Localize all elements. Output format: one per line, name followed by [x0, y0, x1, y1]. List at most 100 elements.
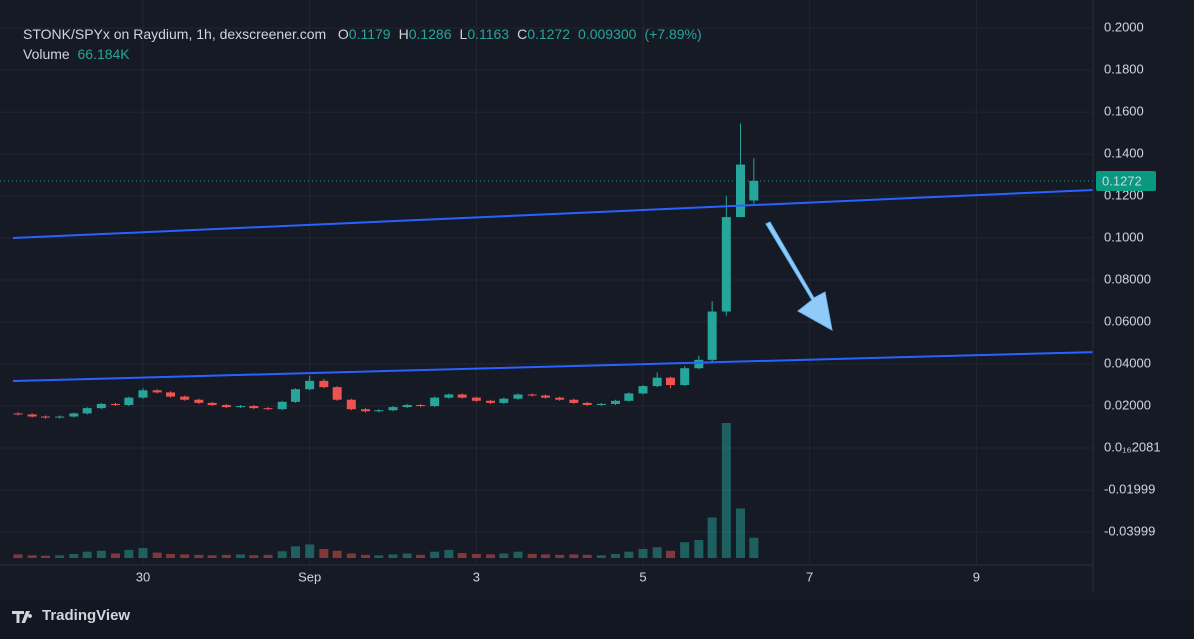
volume-bar: [332, 550, 342, 558]
volume-bar: [13, 554, 23, 558]
volume-row: Volume 66.184K: [23, 44, 710, 64]
volume-bar: [82, 551, 92, 558]
volume-bar: [346, 553, 356, 558]
volume-bar: [638, 549, 648, 558]
x-tick-label: 7: [806, 569, 813, 584]
candle-body: [736, 164, 745, 218]
volume-bar: [666, 550, 675, 558]
footer-bar: [0, 600, 1194, 639]
candle-body: [499, 398, 509, 403]
volume-bar: [361, 554, 370, 558]
volume-bar: [180, 554, 190, 558]
candle-body: [249, 406, 259, 409]
y-tick-label: 0.2000: [1104, 20, 1144, 35]
y-tick-label: 0.1600: [1104, 104, 1144, 119]
volume-bar: [263, 554, 273, 558]
ohlc-value: 0.1286: [408, 26, 452, 42]
candle-body: [749, 180, 759, 201]
volume-bar: [416, 554, 425, 558]
candle-body: [180, 396, 190, 400]
ohlc-key: O: [337, 26, 349, 42]
candle-body: [207, 402, 217, 405]
volume-bar: [166, 553, 175, 558]
volume-bar: [694, 540, 704, 558]
candle-body: [694, 359, 704, 369]
background: [0, 0, 1194, 600]
y-tick-label: 0.1200: [1104, 187, 1144, 202]
volume-bar: [680, 542, 690, 558]
candle-body: [332, 387, 342, 400]
volume-bar: [152, 552, 162, 558]
y-tick-label: 0.02000: [1104, 397, 1151, 412]
candle-body: [541, 395, 550, 398]
candle-body: [638, 386, 648, 394]
candle-body: [236, 406, 245, 408]
x-tick-label: Sep: [298, 569, 321, 584]
ohlc-key: C: [517, 26, 528, 42]
brand: TradingView: [42, 607, 131, 624]
volume-bar: [277, 551, 287, 558]
candle-body: [374, 410, 384, 412]
candle-body: [361, 409, 370, 412]
ohlc-key: L: [459, 26, 468, 42]
last-price-box: [1096, 170, 1156, 191]
candle-body: [291, 389, 300, 402]
x-tick-label: 5: [639, 569, 646, 584]
candle-body: [152, 390, 162, 393]
trend-line: [12, 188, 1094, 240]
candle-body: [721, 217, 731, 312]
ohlc-value: 0.1163: [467, 26, 510, 42]
volume-bar: [749, 537, 759, 558]
candle-body: [652, 377, 662, 387]
volume-bar: [221, 554, 231, 558]
candle-body: [582, 402, 592, 405]
candle-body: [457, 394, 467, 398]
volume-bar: [430, 551, 440, 558]
candle-body: [555, 397, 565, 400]
candle-body: [444, 394, 454, 398]
candle-body: [486, 400, 495, 403]
volume-key: Volume: [23, 46, 70, 62]
volume-bar: [707, 517, 717, 558]
ohlc-key: H: [398, 26, 409, 42]
candle-body: [319, 380, 329, 388]
candle-body: [27, 414, 37, 417]
volume-bar: [569, 554, 579, 558]
candle-body: [527, 394, 537, 396]
y-tick-label: 0.04000: [1104, 355, 1151, 370]
y-tick-label: 0.08000: [1104, 271, 1151, 286]
volume-bar: [55, 555, 65, 558]
legend: STONK/SPYx on Raydium, 1h, dexscreener.c…: [23, 24, 710, 64]
x-tick-label: 9: [973, 569, 980, 584]
volume-bar: [374, 555, 384, 558]
candle-body: [96, 403, 106, 409]
volume-bar: [721, 423, 731, 558]
trend-line: [12, 351, 1094, 383]
arrow-annotation: [765, 221, 833, 331]
candle-body: [346, 399, 356, 410]
y-tick-label: 0.06000: [1104, 313, 1151, 328]
volume-bar: [111, 553, 120, 558]
candle-body: [82, 408, 92, 414]
volume-bar: [291, 546, 300, 558]
volume-bar: [402, 553, 412, 558]
candle-body: [111, 403, 120, 405]
volume-bar: [596, 555, 606, 558]
volume-bar: [69, 553, 79, 558]
volume-bar: [249, 555, 259, 558]
candle-body: [624, 393, 634, 401]
volume-bar: [624, 551, 634, 558]
candle-body: [569, 399, 579, 403]
y-tick-label: -0.01999: [1104, 481, 1155, 496]
volume-bar: [207, 555, 217, 558]
candle-body: [55, 416, 65, 418]
y-tick-label: -0.03999: [1104, 523, 1155, 538]
volume-bar: [305, 544, 315, 558]
candle-body: [305, 380, 315, 390]
candle-body: [194, 399, 204, 403]
x-tick-label: 3: [473, 569, 480, 584]
candle-body: [666, 377, 675, 386]
candle-body: [124, 397, 134, 405]
volume-bar: [471, 553, 481, 558]
volume-bar: [582, 554, 592, 558]
